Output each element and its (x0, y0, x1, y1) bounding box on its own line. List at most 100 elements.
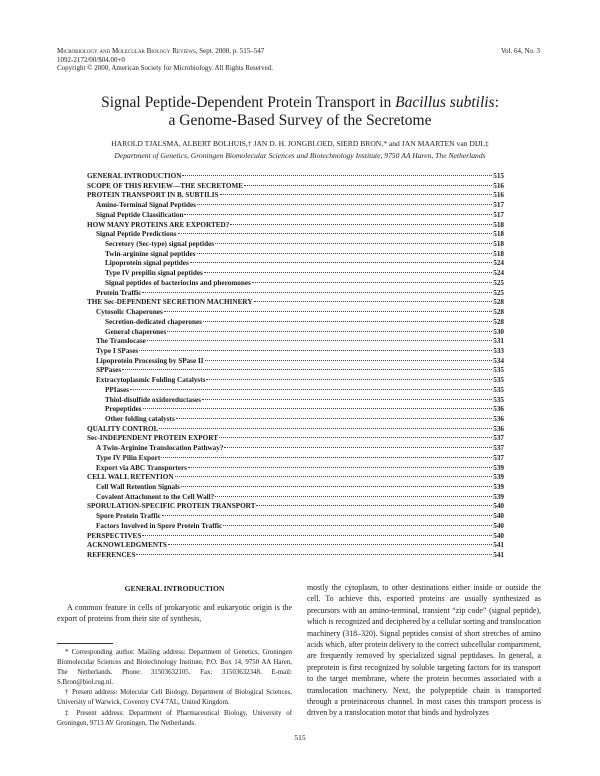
leader-dots (159, 427, 493, 429)
toc-entry-page: 518 (493, 230, 504, 239)
toc-entry-label: The Translocase (96, 337, 146, 346)
leader-dots (161, 515, 493, 517)
toc-entry: Spore Protein Traffic 540 (87, 512, 504, 522)
toc-entry-label: PERSPECTIVES (87, 531, 142, 540)
leader-dots (230, 223, 493, 225)
toc-entry-page: 539 (493, 492, 504, 501)
toc-entry-label: Cell Wall Retention Signals (96, 483, 180, 491)
toc-entry-label: Other folding catalysts (105, 414, 175, 423)
toc-entry-page: 516 (493, 181, 504, 190)
toc-entry: Type I SPases 533 (87, 347, 504, 357)
leader-dots (139, 349, 493, 351)
toc-entry-page: 528 (493, 298, 504, 307)
toc-entry-label: Type IV Pilin Export (96, 453, 161, 462)
toc-entry-label: A Twin-Arginine Translocation Pathway? (96, 444, 224, 453)
toc-entry-label: Extracytoplasmic Folding Catalysts (96, 376, 206, 385)
running-header: Microbiology and Molecular Biology Revie… (57, 47, 273, 73)
title-line2: a Genome-Based Survey of the Secretome (168, 112, 432, 129)
toc-entry: REFERENCES 541 (87, 551, 504, 561)
toc-entry-page: 531 (493, 337, 504, 346)
title-species: Bacillus subtilis (395, 94, 495, 111)
footnote-corresponding: * Corresponding author. Mailing address:… (57, 649, 292, 687)
toc-entry: Lipoprotein signal peptides 524 (87, 259, 504, 269)
toc-entry: Signal Peptide Predictions 518 (87, 230, 504, 240)
toc-entry-page: 536 (493, 414, 504, 423)
toc-entry: QUALITY CONTROL 536 (87, 425, 504, 435)
body-paragraph-right: mostly the cytoplasm, to other destinati… (307, 583, 542, 718)
leader-dots (136, 554, 493, 556)
toc-entry-page: 541 (493, 551, 504, 560)
toc-entry-label: Lipoprotein signal peptides (105, 259, 189, 268)
toc-entry-page: 524 (493, 259, 504, 268)
citation: , Sept. 2000, p. 515–547 (195, 47, 265, 55)
leader-dots (201, 398, 493, 400)
leader-dots (189, 262, 493, 264)
toc-entry-label: General chaperones (105, 327, 167, 336)
toc-entry-label: Signal Peptide Classification (96, 210, 184, 219)
toc-entry-page: 525 (493, 278, 504, 287)
leader-dots (244, 184, 493, 186)
toc-entry-page: 528 (493, 308, 504, 317)
footnote-rule (57, 643, 113, 644)
toc-entry-label: Factors Involved in Spore Protein Traffi… (96, 521, 223, 530)
toc-entry: Amino-Terminal Signal Peptides 517 (87, 201, 504, 211)
toc-entry: Type IV prepilin signal peptides 524 (87, 269, 504, 279)
toc-entry-page: 515 (493, 172, 504, 180)
authors: HAROLD TJALSMA, ALBERT BOLHUIS,† JAN D. … (111, 139, 489, 148)
toc-entry-label: REFERENCES (87, 551, 136, 560)
leader-dots (177, 233, 493, 235)
toc-entry-page: 536 (493, 405, 504, 414)
toc-entry-label: Secretion-dedicated chaperones (105, 317, 202, 326)
toc-entry: PROTEIN TRANSPORT IN B. SUBTILIS 516 (87, 191, 504, 201)
leader-dots (161, 456, 493, 458)
leader-dots (204, 359, 493, 361)
toc-entry-label: Cytosolic Chaperones (96, 308, 163, 317)
leader-dots (215, 495, 493, 497)
toc-entry-page: 537 (493, 453, 504, 462)
toc-entry: Protein Traffic 525 (87, 289, 504, 299)
page-number: 515 (294, 733, 306, 742)
toc-entry: SPORULATION-SPECIFIC PROTEIN TRANSPORT 54… (87, 502, 504, 512)
leader-dots (167, 544, 493, 546)
leader-dots (219, 437, 493, 439)
toc-entry: GENERAL INTRODUCTION 515 (87, 172, 504, 182)
toc-entry-page: 533 (493, 346, 504, 355)
toc-entry: Cell Wall Retention Signals 539 (87, 483, 504, 493)
title-colon: : (494, 94, 499, 111)
toc-entry: Secretion-dedicated chaperones 528 (87, 318, 504, 328)
toc-entry: Signal peptides of bacteriocins and pher… (87, 279, 504, 289)
footnote-dagger: † Present address: Molecular Cell Biolog… (57, 689, 292, 707)
toc-entry-label: Protein Traffic (96, 288, 142, 297)
toc-entry: General chaperones 530 (87, 328, 504, 338)
toc-entry-label: PROTEIN TRANSPORT IN B. SUBTILIS (87, 191, 219, 200)
body-paragraph-left: A common feature in cells of prokaryotic… (57, 603, 292, 624)
leader-dots (146, 340, 493, 342)
toc-entry-label: PPIases (105, 385, 129, 394)
toc-entry-page: 517 (493, 201, 504, 210)
toc-entry: A Twin-Arginine Translocation Pathway? 53… (87, 444, 504, 454)
toc-entry: Covalent Attachment to the Cell Wall? 539 (87, 493, 504, 503)
toc-entry-page: 539 (493, 483, 504, 491)
leader-dots (167, 330, 493, 332)
toc-entry-label: Spore Protein Traffic (96, 512, 161, 521)
footnotes: * Corresponding author. Mailing address:… (57, 648, 292, 729)
toc-entry-label: Amino-Terminal Signal Peptides (96, 201, 196, 210)
toc-entry-page: 525 (493, 288, 504, 297)
toc-entry-page: 536 (493, 424, 504, 433)
toc-entry-label: ACKNOWLEDGMENTS (87, 541, 167, 550)
toc-entry-page: 540 (493, 531, 504, 540)
toc-entry-label: Secretory (Sec-type) signal peptides (105, 240, 215, 249)
toc-entry-page: 518 (493, 220, 504, 229)
table-of-contents: GENERAL INTRODUCTION 515 SCOPE OF THIS REV… (87, 172, 504, 561)
leader-dots (256, 505, 493, 507)
toc-entry: Extracytoplasmic Folding Catalysts 535 (87, 376, 504, 386)
toc-entry-label: CELL WALL RETENTION (87, 473, 174, 482)
leader-dots (251, 281, 493, 283)
footnote-double-dagger: ‡ Present address: Department of Pharmac… (57, 709, 292, 727)
toc-entry: Factors Involved in Spore Protein Traffi… (87, 522, 504, 532)
leader-dots (219, 194, 493, 196)
section-heading: GENERAL INTRODUCTION (124, 584, 225, 593)
toc-entry-page: 528 (493, 317, 504, 326)
leader-dots (203, 272, 493, 274)
toc-entry-page: 524 (493, 269, 504, 278)
